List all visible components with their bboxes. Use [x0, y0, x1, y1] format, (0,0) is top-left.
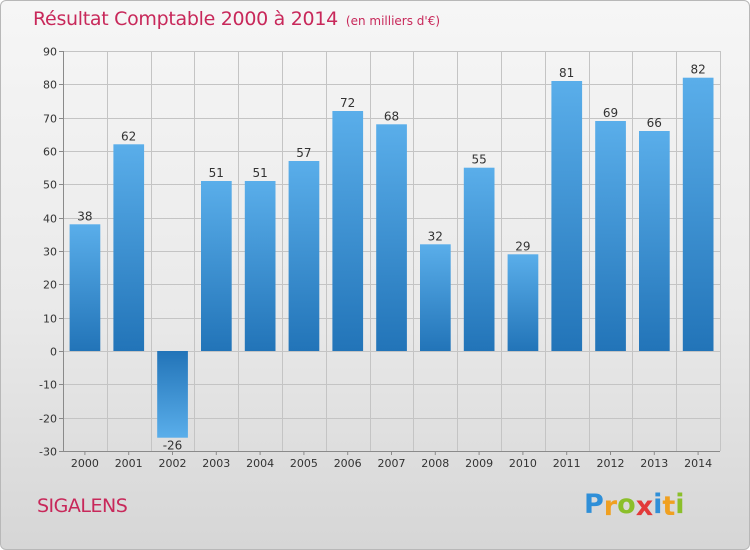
- y-tick-label: 40: [43, 213, 57, 226]
- x-tick-label-2002: 2002: [159, 457, 187, 470]
- logo-letter: i: [675, 489, 685, 520]
- x-tick-label-2001: 2001: [115, 457, 143, 470]
- y-tick-label: 30: [43, 246, 57, 259]
- bar-2009: [463, 167, 495, 351]
- chart-subtitle: (en milliers d'€): [345, 14, 441, 28]
- bar-2014: [682, 77, 714, 351]
- x-tick-label-2009: 2009: [465, 457, 493, 470]
- bar-2004: [244, 181, 276, 351]
- y-tick-label: 70: [43, 113, 57, 126]
- bar-2007: [376, 124, 407, 351]
- bar-2000: [69, 224, 101, 351]
- bar-2013: [639, 131, 670, 351]
- data-label-2002: -26: [163, 439, 183, 453]
- bar-2002: [157, 351, 188, 438]
- bar-2011: [551, 81, 583, 351]
- x-tick-label-2005: 2005: [290, 457, 318, 470]
- y-tick-label: -10: [39, 379, 57, 392]
- bar-2005: [288, 161, 320, 351]
- x-tick-label-2013: 2013: [640, 457, 668, 470]
- x-tick-label-2012: 2012: [597, 457, 625, 470]
- data-label-2011: 81: [559, 66, 574, 80]
- bars: [69, 77, 714, 438]
- logo-letter: i: [653, 489, 663, 520]
- bar-2003: [201, 181, 232, 351]
- y-tick-label: 20: [43, 279, 57, 292]
- x-tick-label-2006: 2006: [334, 457, 362, 470]
- x-tick-label-2004: 2004: [246, 457, 274, 470]
- logo-letter: o: [617, 489, 636, 520]
- logo-letter: t: [662, 491, 676, 522]
- x-tick-label-2000: 2000: [71, 457, 99, 470]
- bar-2008: [420, 244, 451, 351]
- y-tick-label: 80: [43, 79, 57, 92]
- x-tick-label-2011: 2011: [553, 457, 581, 470]
- y-tick-label: 0: [50, 346, 57, 359]
- data-label-2003: 51: [209, 166, 224, 180]
- x-tick-label-2008: 2008: [421, 457, 449, 470]
- y-tick-label: 10: [43, 313, 57, 326]
- data-labels: 38 62 -26 51 51 57 72 68 32 55 29 81 69 66 82: [77, 63, 705, 453]
- data-label-2007: 68: [384, 109, 399, 123]
- y-tick-label: -30: [39, 446, 57, 459]
- logo-letter: r: [603, 491, 618, 522]
- data-label-2000: 38: [77, 209, 92, 223]
- bar-2012: [595, 121, 626, 351]
- bar-2010: [507, 254, 539, 351]
- data-label-2012: 69: [603, 106, 618, 120]
- y-tick-label: 50: [43, 179, 57, 192]
- data-label-2010: 29: [515, 239, 530, 253]
- chart-title-line: Résultat Comptable 2000 à 2014 (en millie…: [33, 8, 440, 30]
- bar-2006: [332, 111, 364, 351]
- data-label-2005: 57: [296, 146, 311, 160]
- data-label-2004: 51: [252, 166, 267, 180]
- x-tick-label-2007: 2007: [378, 457, 406, 470]
- data-label-2001: 62: [121, 129, 136, 143]
- data-label-2008: 32: [428, 229, 443, 243]
- data-label-2014: 82: [690, 63, 705, 77]
- chart-title: Résultat Comptable 2000 à 2014: [33, 8, 338, 30]
- axes: -30 -20 -10 0 10 20 30 40 50 60 70 80 90 2000 2001 2002…: [39, 46, 720, 470]
- data-label-2013: 66: [647, 116, 662, 130]
- x-tick-label-2010: 2010: [509, 457, 537, 470]
- bar-2001: [113, 144, 145, 351]
- y-tick-label: 90: [43, 46, 57, 59]
- x-tick-label-2014: 2014: [684, 457, 712, 470]
- data-label-2006: 72: [340, 96, 355, 110]
- proxiti-logo[interactable]: Proxiti: [584, 489, 685, 522]
- data-label-2009: 55: [471, 153, 486, 167]
- x-tick-label-2003: 2003: [202, 457, 230, 470]
- commune-name: SIGALENS: [37, 495, 128, 517]
- logo-letter: P: [584, 489, 604, 520]
- y-tick-label: 60: [43, 146, 57, 159]
- logo-letter: x: [635, 491, 654, 522]
- y-tick-label: -20: [39, 413, 57, 426]
